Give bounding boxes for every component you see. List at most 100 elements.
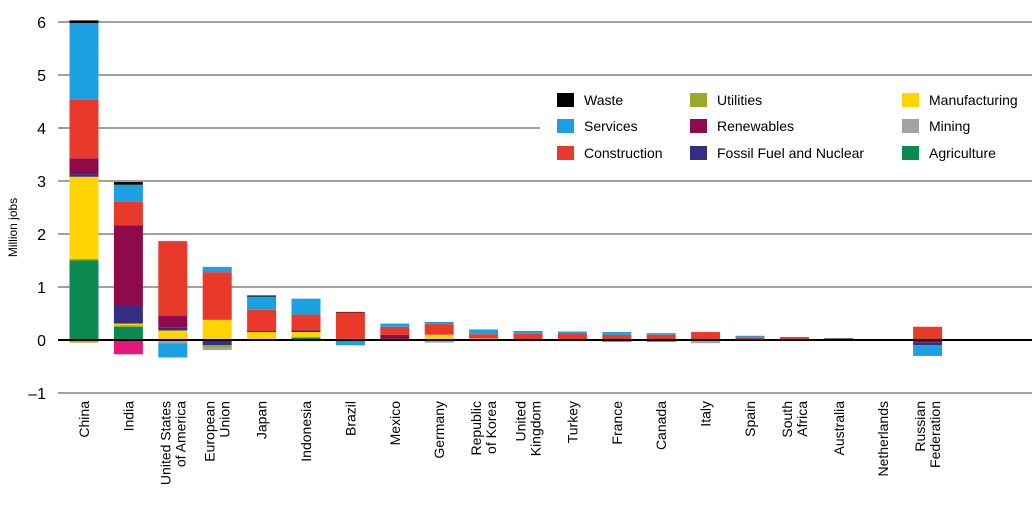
bar-segment-utilities <box>113 325 143 327</box>
bar-segment-negative-services <box>335 340 365 346</box>
category-label: of Korea <box>483 401 499 454</box>
bar-group <box>247 295 277 340</box>
legend-item-construction: Construction <box>557 145 663 161</box>
bar-segment-negative-services <box>158 343 188 358</box>
bar-segment-services <box>513 330 543 334</box>
y-axis-title: Million jobs <box>6 198 20 257</box>
category-label: Spain <box>742 401 758 437</box>
category-label: Brazil <box>342 401 358 436</box>
category-label: Russian <box>912 401 928 452</box>
y-tick-label: 5 <box>37 68 46 85</box>
bar-segment-negative-mining <box>202 347 232 351</box>
bar-segment-negative-utilities <box>202 345 232 348</box>
bar-segment-fossil <box>291 330 321 333</box>
bar-group <box>335 311 365 346</box>
bar-segment-waste <box>335 311 365 313</box>
bar-segment-fossil <box>113 305 143 324</box>
y-tick-label: 1 <box>37 280 46 297</box>
bar-segment-services <box>69 23 99 100</box>
category-label: of America <box>172 401 188 467</box>
bar-segment-utilities <box>69 258 99 261</box>
bar-segment-manufacturing <box>202 319 232 340</box>
legend-label: Agriculture <box>929 145 996 161</box>
bar-segment-services <box>469 329 499 335</box>
category-label: France <box>609 401 625 445</box>
category-label: Turkey <box>564 401 580 443</box>
bar-segment-construction <box>691 332 721 340</box>
bar-segment-construction <box>380 326 410 335</box>
bar-segment-negative-fossil <box>913 342 943 346</box>
y-tick-label: 0 <box>37 333 46 350</box>
legend-label: Mining <box>929 118 970 134</box>
bar-segment-construction <box>646 334 676 340</box>
legend-label: Construction <box>584 145 663 161</box>
legend-swatch <box>557 93 574 107</box>
bar-segment-fossil <box>247 330 277 333</box>
bar-segment-construction <box>69 99 99 159</box>
category-labels: China India United States of America Europea… <box>76 401 943 485</box>
bar-segment-manufacturing <box>69 176 99 259</box>
y-tick-label: 3 <box>37 174 46 191</box>
legend-swatch <box>690 93 707 107</box>
category-label: Indonesia <box>298 401 314 462</box>
bar-segment-waste <box>824 338 854 339</box>
legend-swatch <box>690 146 707 160</box>
bar-segment-renewables <box>380 334 410 339</box>
bar-segment-services <box>380 323 410 327</box>
bar-segment-construction <box>557 333 587 340</box>
bar-segment-negative-mining <box>691 340 721 344</box>
bar-segment-services <box>247 296 277 310</box>
bar-segment-construction <box>335 312 365 339</box>
bar-group <box>202 266 232 351</box>
bar-segment-agriculture <box>113 326 143 340</box>
category-label: United <box>513 401 529 441</box>
bar-segment-waste <box>69 20 99 24</box>
bar-segment-fossil <box>158 327 188 331</box>
legend-label: Fossil Fuel and Nuclear <box>717 145 864 161</box>
bar-segment-construction <box>513 333 543 340</box>
y-tick-label: 4 <box>37 121 46 138</box>
y-tick-label: 6 <box>37 15 46 32</box>
bar-segment-manufacturing <box>113 323 143 326</box>
legend-item-services: Services <box>557 118 638 134</box>
bar-segment-negative-services <box>913 345 943 356</box>
bar-segment-negative-mining <box>424 341 454 343</box>
y-axis-tick-labels: –1 0 1 2 3 4 5 6 <box>28 15 46 403</box>
bar-segment-negative-mining <box>158 341 188 344</box>
bar-segment-services <box>202 266 232 273</box>
bar-group <box>113 182 143 355</box>
bar-segment-agriculture <box>69 260 99 340</box>
bar-segment-construction <box>158 241 188 316</box>
bar-segment-services <box>291 298 321 315</box>
category-label: China <box>76 401 92 438</box>
bar-group <box>158 240 188 358</box>
category-label: Union <box>217 401 233 438</box>
bar-group <box>735 335 765 340</box>
bar-segment-waste <box>113 182 143 185</box>
legend-swatch <box>557 146 574 160</box>
legend-item-fossil: Fossil Fuel and Nuclear <box>690 145 864 161</box>
category-label: Germany <box>431 401 447 459</box>
legend-item-renewables: Renewables <box>690 118 794 134</box>
bar-segment-construction <box>291 314 321 331</box>
legend-label: Services <box>584 118 638 134</box>
y-tick-label: –1 <box>28 386 46 403</box>
legend-swatch <box>902 93 919 107</box>
legend-background <box>540 84 1032 168</box>
bar-segment-construction <box>602 334 632 340</box>
bar-segment-negative-utilities <box>69 341 99 343</box>
category-label: India <box>120 401 136 432</box>
bar-group <box>69 20 99 343</box>
legend-swatch <box>902 119 919 133</box>
bar-group <box>913 326 943 356</box>
category-label: Japan <box>254 401 270 439</box>
category-label: Kingdom <box>528 401 544 456</box>
category-label: European <box>202 401 218 462</box>
legend-item-waste: Waste <box>557 92 623 108</box>
bar-segment-manufacturing <box>424 334 454 340</box>
bar-segment-services <box>602 332 632 335</box>
bar-segment-waste <box>779 337 809 338</box>
bar-segment-construction <box>779 337 809 340</box>
category-label: Italy <box>698 401 714 427</box>
bar-group <box>380 323 410 342</box>
